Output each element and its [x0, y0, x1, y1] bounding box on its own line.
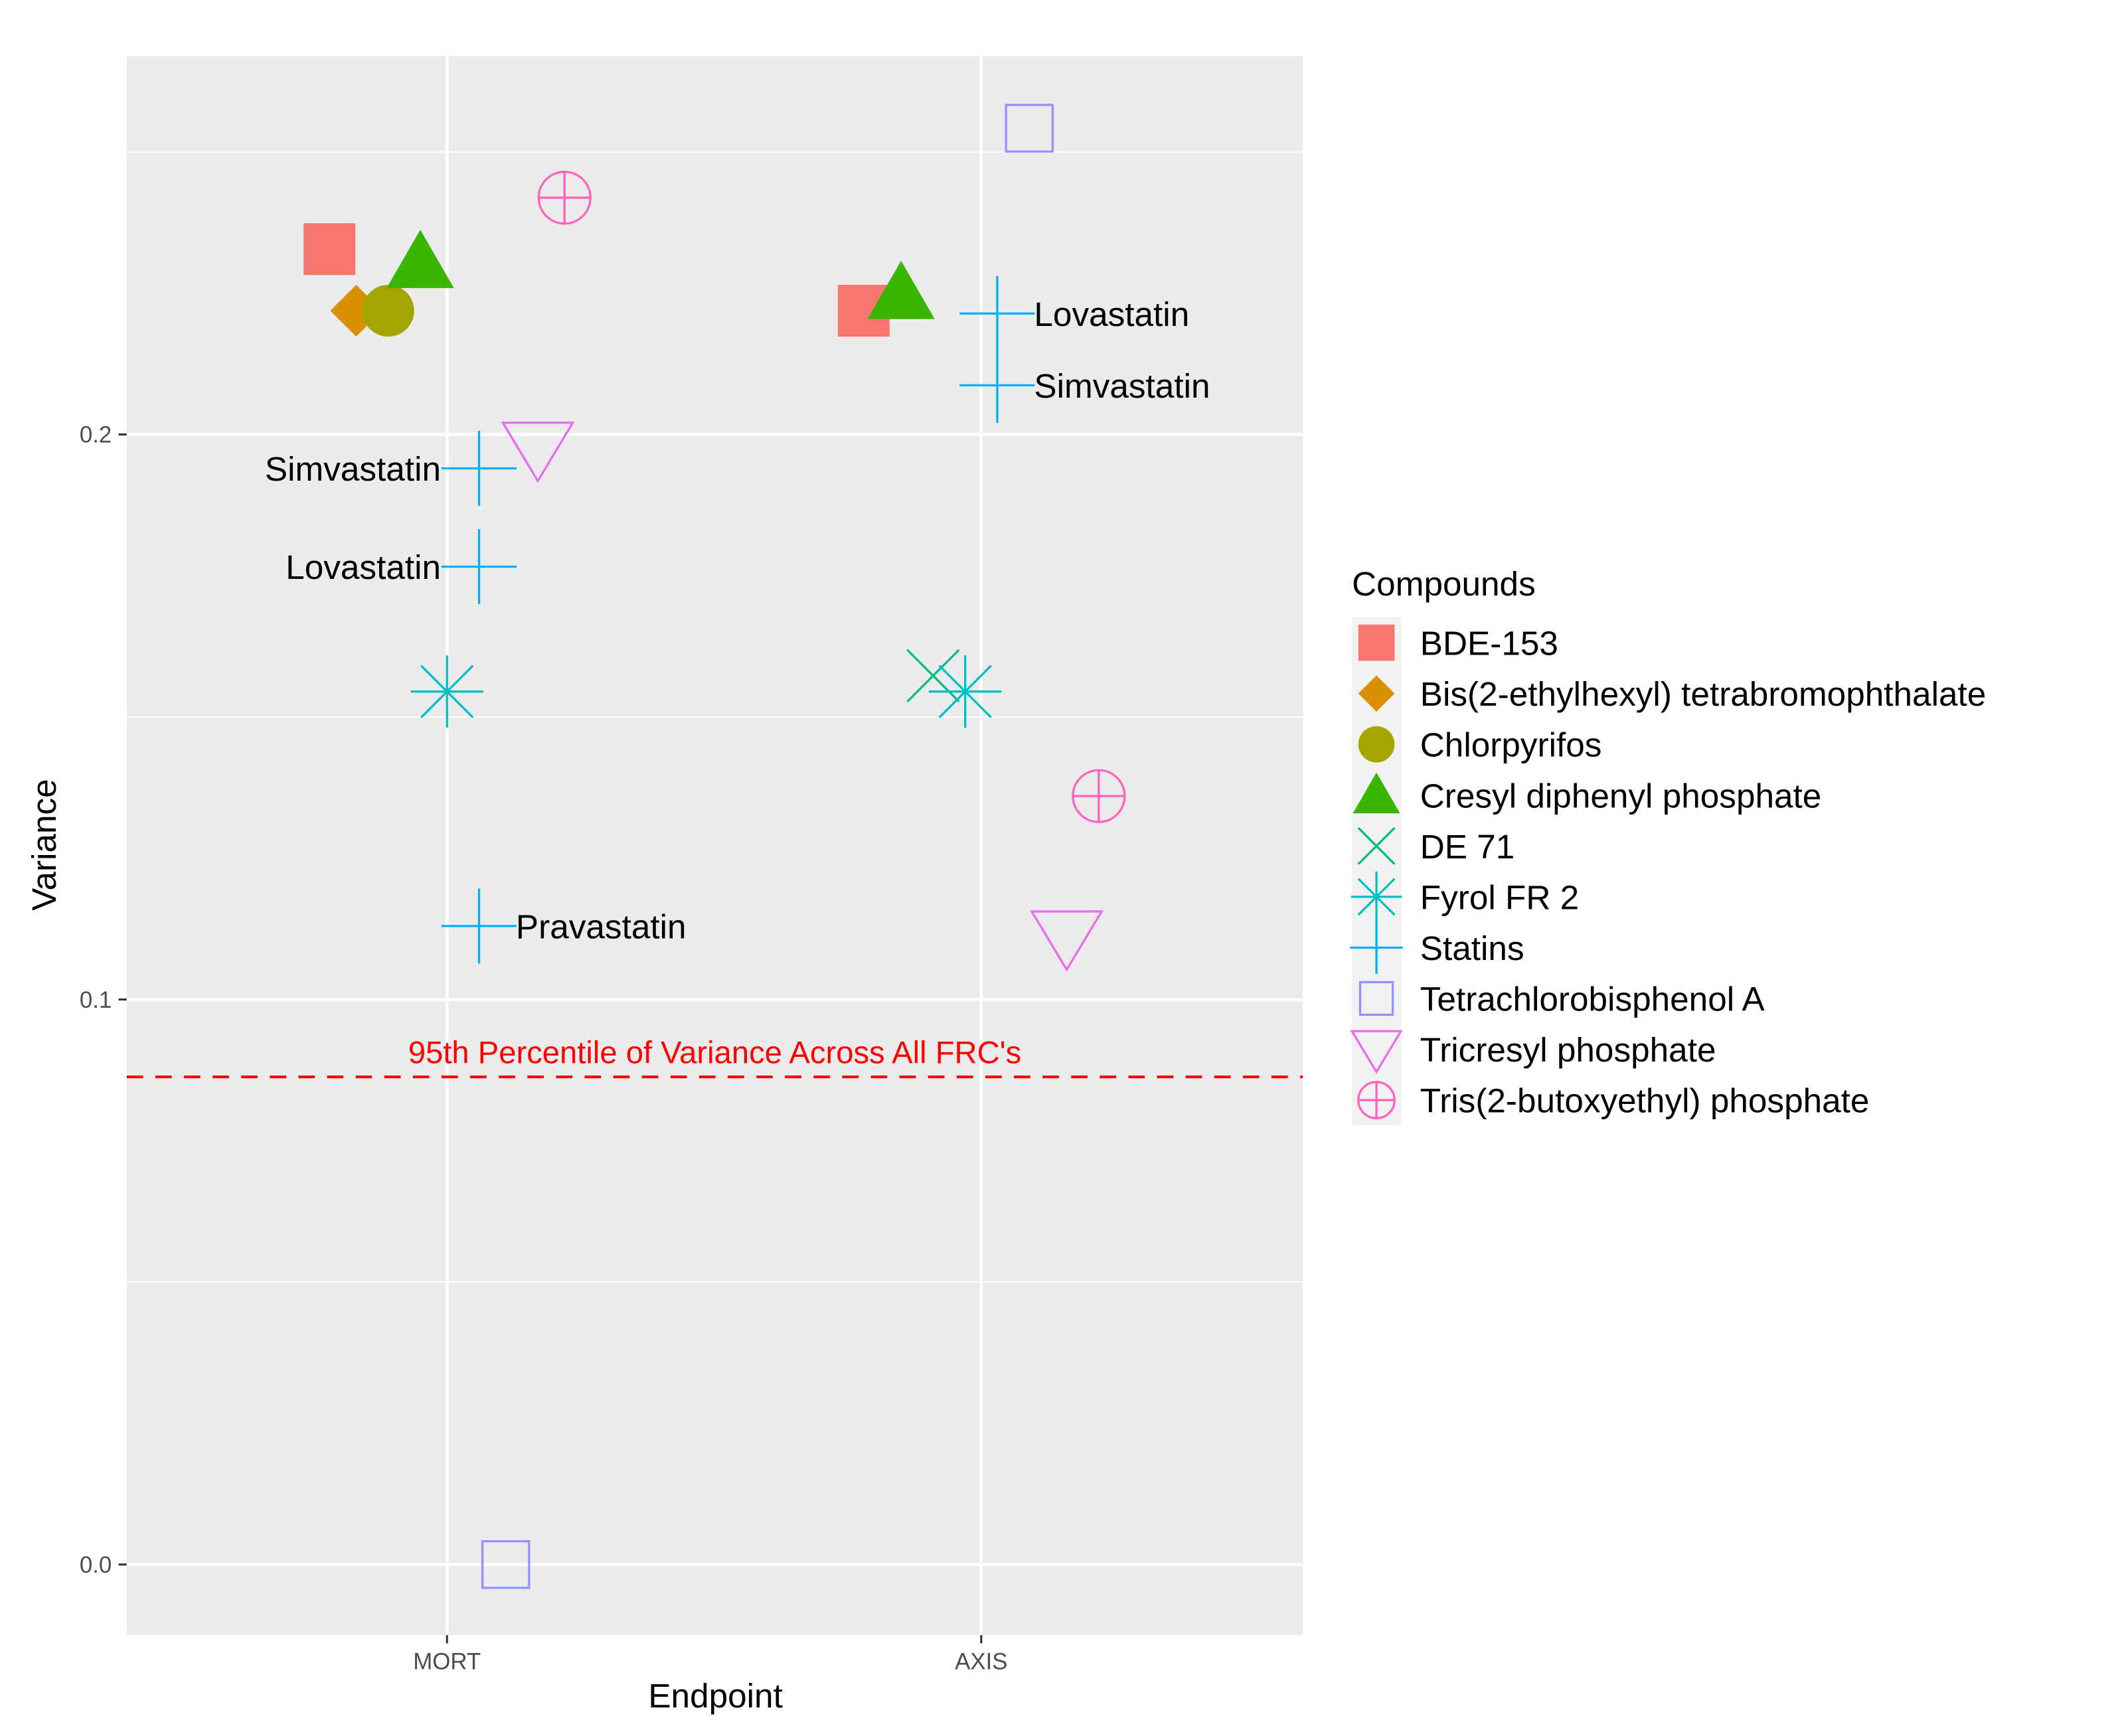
legend-item: BDE-153 — [1358, 625, 1558, 663]
data-point — [410, 655, 483, 728]
open-square-marker — [481, 1539, 531, 1589]
data-point — [906, 649, 960, 703]
down-triangle-marker — [1030, 910, 1104, 972]
reference-line-label: 95th Percentile of Variance Across All F… — [408, 1036, 1021, 1071]
data-point — [867, 260, 935, 319]
data-point — [1030, 910, 1104, 972]
data-point — [386, 230, 454, 288]
legend: Compounds BDE-153 Bis(2-ethylhexyl) tetra… — [1350, 565, 1986, 1126]
down-triangle-marker — [501, 422, 575, 483]
legend-label: Cresyl diphenyl phosphate — [1420, 777, 1822, 815]
legend-label: Chlorpyrifos — [1420, 726, 1602, 764]
plus-marker — [441, 529, 517, 605]
x-axis-title: Endpoint — [648, 1677, 783, 1715]
point-label: Lovastatin — [286, 548, 441, 586]
legend-key — [1350, 1030, 1403, 1074]
open-square-marker — [1005, 104, 1054, 153]
data-points: Simvastatin Lovastatin Pravastatin Lovastat… — [265, 104, 1210, 1589]
plus-marker — [1350, 921, 1403, 975]
plus-marker — [959, 347, 1035, 423]
legend-label: Statins — [1420, 929, 1524, 967]
data-point — [362, 285, 414, 337]
legend-label: DE 71 — [1420, 828, 1515, 866]
plus-marker — [959, 276, 1035, 351]
plot-panel — [126, 56, 1303, 1636]
plus-marker — [441, 888, 517, 964]
asterisk-marker — [929, 655, 1002, 728]
legend-label: BDE-153 — [1420, 625, 1558, 663]
legend-label: Tricresyl phosphate — [1420, 1031, 1716, 1069]
legend-key — [1357, 1081, 1396, 1120]
data-point — [303, 223, 356, 276]
point-label: Pravastatin — [516, 907, 687, 945]
y-tick-label: 0.0 — [80, 1552, 112, 1578]
data-point — [929, 655, 1002, 728]
data-point — [481, 1539, 531, 1589]
axes: 0.0 0.1 0.2 MORT AXIS — [80, 422, 1008, 1675]
asterisk-marker — [1350, 871, 1402, 923]
plus-marker — [441, 430, 517, 507]
legend-key — [1357, 827, 1396, 865]
legend-item: DE 71 — [1357, 827, 1515, 866]
reference-line-group: 95th Percentile of Variance Across All F… — [126, 1036, 1303, 1079]
x-tick-label: AXIS — [955, 1648, 1007, 1674]
legend-item: Fyrol FR 2 — [1350, 871, 1579, 923]
legend-key — [1352, 772, 1400, 814]
legend-key — [1350, 921, 1403, 975]
legend-key — [1358, 981, 1394, 1016]
legend-item: Chlorpyrifos — [1358, 726, 1602, 764]
y-tick-label: 0.2 — [80, 422, 112, 448]
asterisk-marker — [410, 655, 483, 728]
gridlines — [126, 56, 1303, 1636]
triangle-marker — [386, 230, 454, 288]
data-point: Simvastatin — [959, 347, 1210, 423]
legend-label: Tetrachlorobisphenol A — [1420, 981, 1765, 1018]
legend-item: Tricresyl phosphate — [1350, 1030, 1716, 1074]
data-point — [501, 422, 575, 483]
circle-marker — [362, 285, 414, 337]
data-point — [1072, 769, 1126, 823]
point-label: Simvastatin — [1034, 367, 1210, 405]
x-marker — [1357, 827, 1396, 865]
y-axis-title: Variance — [25, 779, 63, 911]
legend-key — [1358, 726, 1395, 763]
circle-plus-cross — [1072, 770, 1125, 823]
data-point: Lovastatin — [959, 276, 1189, 351]
data-point: Lovastatin — [286, 529, 517, 605]
legend-label: Bis(2-ethylhexyl) tetrabromophthalate — [1420, 675, 1987, 713]
legend-key — [1358, 624, 1395, 661]
square-marker — [303, 223, 356, 276]
triangle-marker — [867, 260, 935, 319]
legend-item: Statins — [1350, 921, 1524, 975]
data-point: Simvastatin — [265, 430, 517, 507]
point-label: Lovastatin — [1034, 295, 1189, 333]
data-point — [537, 171, 592, 225]
legend-title: Compounds — [1352, 565, 1536, 603]
x-marker — [906, 649, 960, 703]
legend-label: Tris(2-butoxyethyl) phosphate — [1420, 1082, 1870, 1120]
circle-plus-cross — [538, 171, 591, 224]
square-marker — [1358, 624, 1395, 661]
legend-item: Cresyl diphenyl phosphate — [1352, 772, 1822, 815]
point-label: Simvastatin — [265, 450, 441, 488]
circle-plus-cross — [1358, 1081, 1395, 1119]
legend-item: Tetrachlorobisphenol A — [1358, 981, 1765, 1018]
open-square-marker — [1358, 981, 1394, 1016]
legend-key — [1350, 871, 1402, 923]
y-tick-label: 0.1 — [80, 987, 112, 1013]
data-point: Pravastatin — [441, 888, 687, 964]
circle-marker — [1358, 726, 1395, 763]
down-triangle-marker — [1350, 1030, 1403, 1074]
x-tick-label: MORT — [413, 1648, 481, 1674]
triangle-marker — [1352, 772, 1400, 814]
legend-item: Tris(2-butoxyethyl) phosphate — [1357, 1081, 1870, 1120]
legend-item: Bis(2-ethylhexyl) tetrabromophthalate — [1358, 675, 1986, 713]
legend-label: Fyrol FR 2 — [1420, 878, 1579, 916]
data-point — [1005, 104, 1054, 153]
